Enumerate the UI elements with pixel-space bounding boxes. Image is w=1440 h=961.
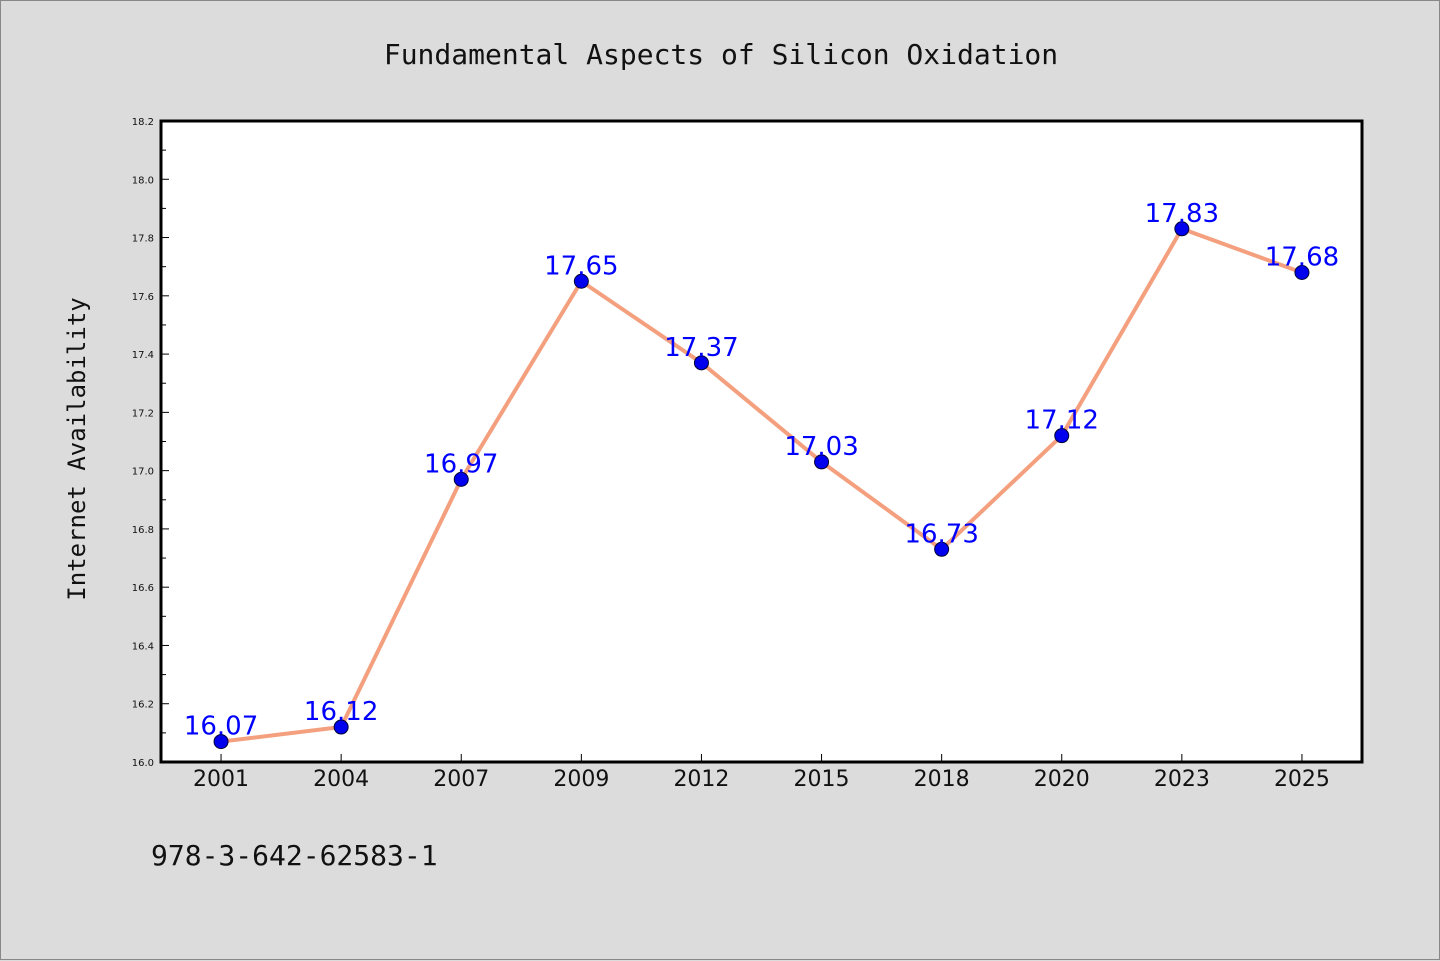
data-label: 17.37 bbox=[664, 333, 738, 363]
y-tick-label: 18.2 bbox=[132, 117, 154, 128]
chart-title: Fundamental Aspects of Silicon Oxidation bbox=[384, 38, 1058, 71]
data-label: 16.97 bbox=[424, 449, 498, 479]
data-point bbox=[573, 273, 589, 289]
data-point bbox=[1294, 265, 1310, 281]
series-line bbox=[220, 226, 1303, 744]
y-tick-label: 17.6 bbox=[132, 292, 154, 303]
data-label: 16.12 bbox=[304, 697, 378, 727]
x-axis: 2001 2004 2007 2009 2012 2015 2018 2020 2023 2025 bbox=[193, 754, 1330, 792]
isbn-text: 978-3-642-62583-1 bbox=[151, 839, 438, 872]
data-point bbox=[333, 719, 349, 735]
data-point bbox=[934, 541, 950, 557]
y-tick-label: 18.0 bbox=[132, 175, 154, 186]
data-markers bbox=[213, 221, 1310, 750]
y-tick-label: 17.2 bbox=[132, 408, 154, 419]
data-label: 16.73 bbox=[904, 519, 978, 549]
y-tick-label: 17.0 bbox=[132, 467, 154, 478]
data-point bbox=[453, 471, 469, 487]
y-tick-label: 16.2 bbox=[132, 700, 154, 711]
x-tick-label: 2018 bbox=[914, 767, 970, 792]
y-tick-label: 16.4 bbox=[132, 641, 154, 652]
x-tick-label: 2020 bbox=[1034, 767, 1090, 792]
x-tick-label: 2001 bbox=[193, 767, 249, 792]
data-label: 17.65 bbox=[544, 251, 618, 281]
y-tick-label: 17.4 bbox=[132, 350, 154, 361]
x-tick-label: 2007 bbox=[433, 767, 489, 792]
y-axis-label: Internet Availability bbox=[63, 297, 91, 600]
data-label: 17.68 bbox=[1265, 243, 1339, 273]
data-point bbox=[213, 734, 229, 750]
data-label: 17.83 bbox=[1145, 199, 1219, 229]
data-point bbox=[693, 355, 709, 371]
x-tick-label: 2015 bbox=[794, 767, 850, 792]
data-labels: 16.07 16.12 16.97 17.65 17.37 17.03 16.73 17.12… bbox=[184, 199, 1339, 742]
x-tick-label: 2023 bbox=[1154, 767, 1210, 792]
data-point bbox=[1054, 428, 1070, 444]
y-tick-label: 17.8 bbox=[132, 234, 154, 245]
y-tick-label: 16.8 bbox=[132, 525, 154, 536]
x-tick-label: 2009 bbox=[553, 767, 609, 792]
data-point bbox=[1174, 221, 1190, 237]
plot-frame bbox=[159, 119, 1364, 764]
plot-area bbox=[161, 121, 1362, 762]
data-point bbox=[814, 454, 830, 470]
y-tick-label: 16.0 bbox=[132, 758, 154, 769]
x-tick-label: 2012 bbox=[673, 767, 729, 792]
x-tick-label: 2004 bbox=[313, 767, 369, 792]
x-tick-label: 2025 bbox=[1274, 767, 1330, 792]
data-label: 16.07 bbox=[184, 712, 258, 742]
data-label: 17.12 bbox=[1025, 406, 1099, 436]
data-label: 17.03 bbox=[784, 432, 858, 462]
y-tick-label: 16.6 bbox=[132, 583, 154, 594]
